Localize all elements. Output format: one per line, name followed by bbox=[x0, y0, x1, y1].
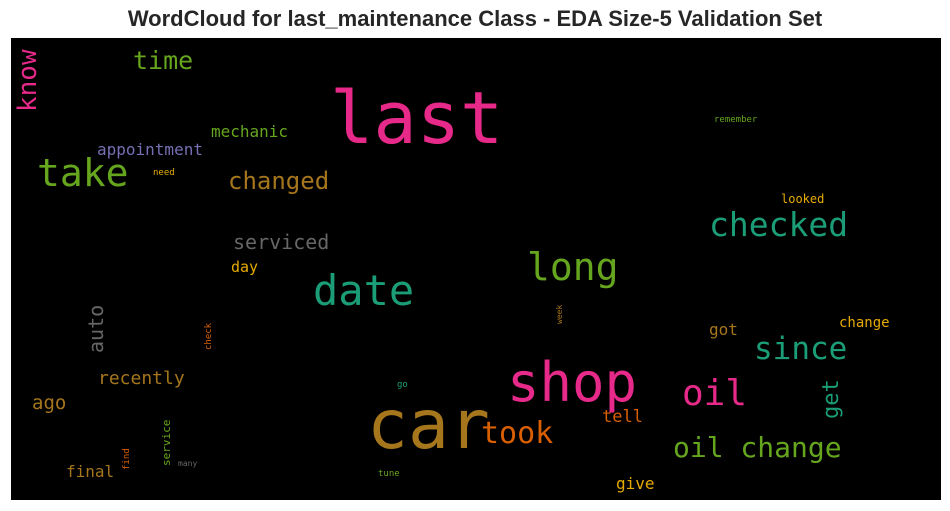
word-got: got bbox=[709, 320, 738, 339]
word-recently: recently bbox=[98, 368, 185, 389]
word-final: final bbox=[66, 462, 115, 481]
word-auto: auto bbox=[84, 304, 108, 353]
word-find: find bbox=[122, 448, 132, 470]
word-changed: changed bbox=[228, 167, 330, 195]
word-mechanic: mechanic bbox=[211, 122, 289, 141]
word-ago: ago bbox=[32, 392, 67, 414]
word-oil: oil bbox=[682, 373, 748, 414]
word-appointment: appointment bbox=[97, 140, 203, 159]
word-time: time bbox=[133, 46, 194, 75]
word-check: check bbox=[204, 322, 214, 350]
word-take: take bbox=[37, 151, 129, 195]
page-title: WordCloud for last_maintenance Class - E… bbox=[127, 6, 823, 31]
word-remember: remember bbox=[714, 115, 758, 125]
word-last: last bbox=[330, 76, 504, 160]
word-need: need bbox=[153, 168, 175, 178]
word-serviced: serviced bbox=[233, 230, 330, 254]
word-looked: looked bbox=[781, 192, 825, 206]
word-date: date bbox=[313, 266, 415, 315]
word-many: many bbox=[178, 459, 198, 468]
word-day: day bbox=[231, 258, 259, 276]
word-service: service bbox=[160, 419, 173, 466]
word-since: since bbox=[754, 331, 848, 367]
word-car: car bbox=[367, 386, 490, 465]
word-give: give bbox=[616, 474, 655, 493]
word-took: took bbox=[481, 416, 554, 451]
word-know: know bbox=[13, 49, 43, 112]
word-cloud: last car shop date take long checked oil… bbox=[11, 38, 941, 500]
word-tune: tune bbox=[378, 469, 400, 479]
word-change: change bbox=[839, 315, 890, 331]
word-go: go bbox=[397, 380, 408, 390]
word-get: get bbox=[819, 379, 844, 419]
word-checked: checked bbox=[709, 205, 849, 244]
word-long: long bbox=[527, 245, 619, 289]
word-week: week bbox=[555, 304, 564, 324]
word-oil-change: oil change bbox=[673, 431, 842, 464]
word-tell: tell bbox=[602, 407, 643, 427]
word-shop: shop bbox=[507, 351, 638, 414]
